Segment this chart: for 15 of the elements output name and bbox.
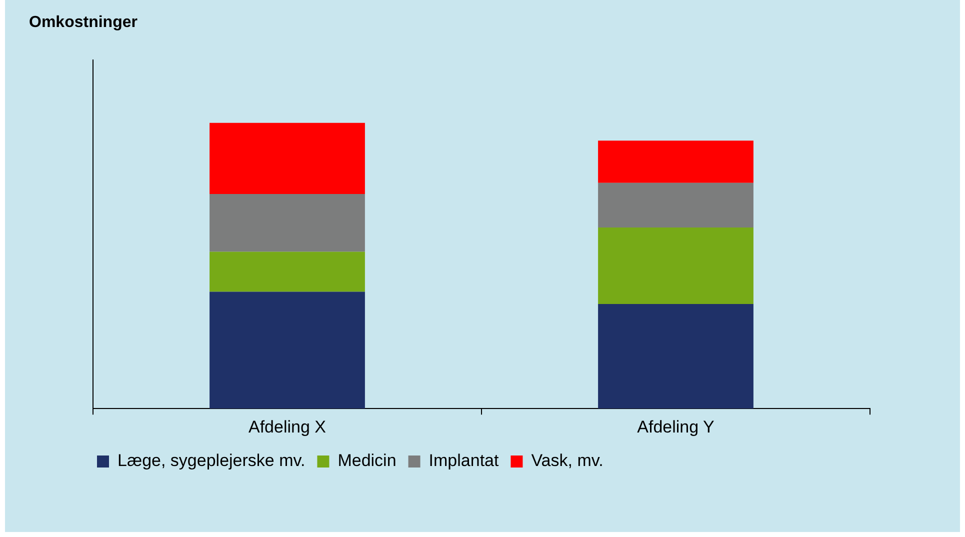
bar bbox=[598, 227, 754, 304]
bar bbox=[598, 140, 754, 183]
chart-title: Omkostninger bbox=[29, 14, 138, 32]
x-tick-label: Afdeling Y bbox=[637, 417, 714, 436]
bar bbox=[210, 292, 365, 409]
legend-label: Medicin bbox=[338, 451, 396, 470]
legend-label: Læge, sygeplejerske mv. bbox=[118, 451, 306, 470]
x-tick-label: Afdeling X bbox=[248, 417, 326, 436]
bar bbox=[598, 304, 754, 409]
bar bbox=[210, 122, 365, 194]
legend-label: Implantat bbox=[428, 451, 499, 470]
legend-label: Vask, mv. bbox=[531, 451, 604, 470]
bar bbox=[210, 252, 365, 292]
bar bbox=[598, 182, 754, 228]
bar bbox=[210, 194, 365, 252]
